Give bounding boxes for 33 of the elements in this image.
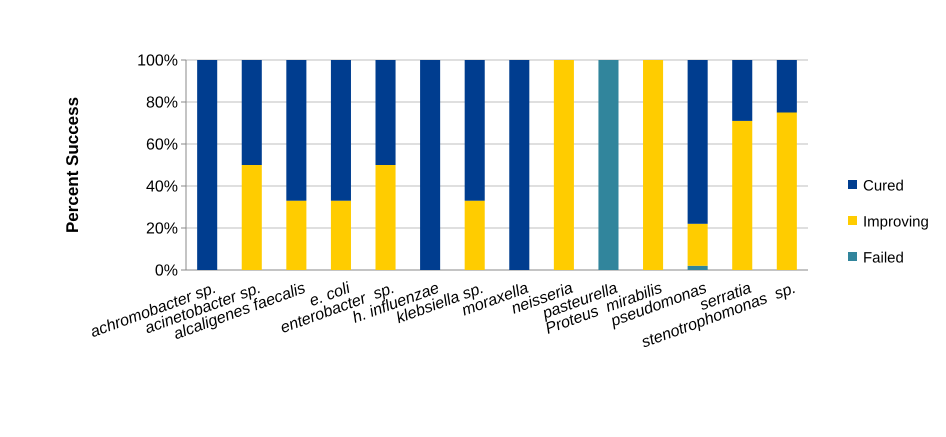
bar — [732, 120, 752, 270]
bar — [688, 224, 708, 266]
legend-label: Failed — [863, 249, 904, 266]
bar — [286, 200, 306, 270]
y-tick-label: 20% — [146, 220, 178, 238]
y-axis-title: Percent Success — [63, 96, 82, 234]
legend-label: Improving — [863, 213, 929, 230]
bar — [330, 200, 351, 270]
y-tick-label: 100% — [137, 52, 178, 70]
bar — [286, 60, 306, 201]
bar — [732, 60, 752, 121]
bar — [464, 200, 485, 270]
bar — [242, 60, 262, 165]
bar — [643, 60, 664, 270]
bar — [376, 165, 396, 270]
bar — [776, 112, 797, 270]
bar — [242, 165, 262, 270]
bar — [330, 60, 351, 201]
y-tick-label: 80% — [146, 94, 178, 112]
bar — [554, 60, 574, 270]
bar — [509, 60, 530, 270]
y-tick-label: 40% — [146, 178, 178, 196]
bar — [776, 60, 797, 112]
bar — [598, 60, 618, 270]
bar — [464, 60, 485, 201]
bar — [420, 60, 440, 270]
y-tick-label: 0% — [154, 262, 178, 280]
legend-label: Cured — [863, 177, 904, 194]
bar — [376, 60, 396, 165]
bar — [688, 266, 708, 270]
bar — [197, 60, 218, 270]
bar — [688, 60, 708, 224]
y-tick-label: 60% — [146, 136, 178, 154]
